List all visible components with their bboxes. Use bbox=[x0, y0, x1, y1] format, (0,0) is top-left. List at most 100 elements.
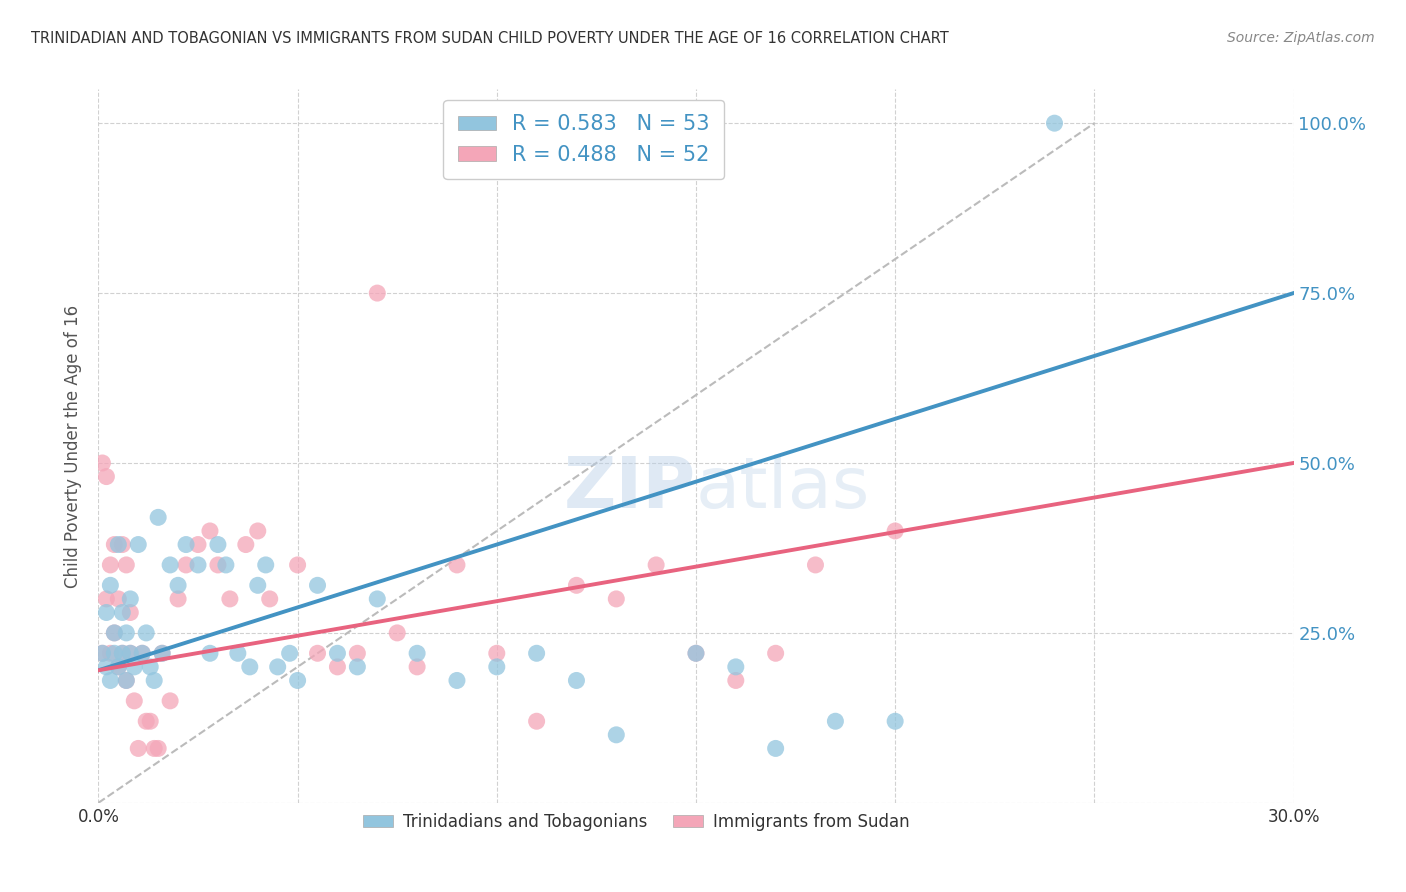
Point bbox=[98, 578, 122, 592]
Point bbox=[98, 558, 122, 572]
Point bbox=[645, 558, 668, 572]
Point bbox=[385, 626, 409, 640]
Point bbox=[120, 646, 142, 660]
Point bbox=[107, 537, 129, 551]
Point bbox=[187, 537, 209, 551]
Point bbox=[143, 741, 166, 756]
Point bbox=[366, 286, 388, 301]
Point bbox=[804, 558, 827, 572]
Point bbox=[246, 524, 269, 538]
Point bbox=[565, 578, 588, 592]
Point bbox=[115, 558, 138, 572]
Point bbox=[267, 660, 290, 674]
Point bbox=[884, 524, 907, 538]
Point bbox=[135, 626, 157, 640]
Point bbox=[111, 646, 134, 660]
Point bbox=[239, 660, 262, 674]
Point bbox=[526, 646, 548, 660]
Text: ZIP: ZIP bbox=[564, 454, 696, 524]
Point bbox=[406, 660, 429, 674]
Point bbox=[326, 646, 349, 660]
Point bbox=[724, 673, 747, 688]
Point bbox=[98, 673, 122, 688]
Point bbox=[685, 646, 707, 660]
Point bbox=[91, 646, 114, 660]
Point bbox=[120, 646, 142, 660]
Point bbox=[254, 558, 277, 572]
Point bbox=[485, 646, 508, 660]
Point bbox=[307, 646, 329, 660]
Point bbox=[107, 660, 129, 674]
Point bbox=[159, 694, 181, 708]
Point bbox=[111, 646, 134, 660]
Point bbox=[219, 591, 242, 606]
Point bbox=[207, 558, 229, 572]
Point bbox=[131, 646, 153, 660]
Point bbox=[111, 537, 134, 551]
Text: atlas: atlas bbox=[696, 454, 870, 524]
Point bbox=[485, 660, 508, 674]
Point bbox=[526, 714, 548, 729]
Point bbox=[115, 626, 138, 640]
Point bbox=[446, 558, 468, 572]
Point bbox=[98, 646, 122, 660]
Point bbox=[685, 646, 707, 660]
Point bbox=[366, 591, 388, 606]
Point bbox=[148, 510, 170, 524]
Point bbox=[91, 646, 114, 660]
Point bbox=[127, 537, 149, 551]
Point bbox=[103, 626, 125, 640]
Point bbox=[131, 646, 153, 660]
Point bbox=[107, 591, 129, 606]
Point bbox=[287, 673, 309, 688]
Point bbox=[765, 741, 787, 756]
Point bbox=[187, 558, 209, 572]
Point bbox=[96, 606, 118, 620]
Point bbox=[96, 660, 118, 674]
Point bbox=[605, 728, 627, 742]
Point bbox=[115, 673, 138, 688]
Point bbox=[91, 456, 114, 470]
Point bbox=[346, 660, 368, 674]
Point bbox=[446, 673, 468, 688]
Point bbox=[226, 646, 249, 660]
Point bbox=[215, 558, 238, 572]
Point bbox=[167, 591, 190, 606]
Point bbox=[326, 660, 349, 674]
Point bbox=[565, 673, 588, 688]
Point bbox=[135, 714, 157, 729]
Point bbox=[148, 741, 170, 756]
Point bbox=[167, 578, 190, 592]
Point bbox=[174, 558, 197, 572]
Point bbox=[1043, 116, 1066, 130]
Point bbox=[259, 591, 281, 606]
Point bbox=[346, 646, 368, 660]
Point bbox=[765, 646, 787, 660]
Point bbox=[724, 660, 747, 674]
Point bbox=[103, 646, 125, 660]
Text: Source: ZipAtlas.com: Source: ZipAtlas.com bbox=[1227, 31, 1375, 45]
Point bbox=[287, 558, 309, 572]
Point bbox=[278, 646, 301, 660]
Point bbox=[111, 606, 134, 620]
Point bbox=[120, 591, 142, 606]
Point bbox=[246, 578, 269, 592]
Point bbox=[103, 537, 125, 551]
Point bbox=[174, 537, 197, 551]
Point bbox=[824, 714, 846, 729]
Point bbox=[139, 714, 162, 729]
Point bbox=[124, 660, 146, 674]
Point bbox=[235, 537, 257, 551]
Point bbox=[120, 606, 142, 620]
Point bbox=[150, 646, 173, 660]
Point bbox=[103, 626, 125, 640]
Point bbox=[139, 660, 162, 674]
Text: TRINIDADIAN AND TOBAGONIAN VS IMMIGRANTS FROM SUDAN CHILD POVERTY UNDER THE AGE : TRINIDADIAN AND TOBAGONIAN VS IMMIGRANTS… bbox=[31, 31, 949, 46]
Point bbox=[198, 646, 221, 660]
Point bbox=[107, 660, 129, 674]
Point bbox=[307, 578, 329, 592]
Point bbox=[124, 694, 146, 708]
Point bbox=[150, 646, 173, 660]
Point bbox=[207, 537, 229, 551]
Point bbox=[115, 673, 138, 688]
